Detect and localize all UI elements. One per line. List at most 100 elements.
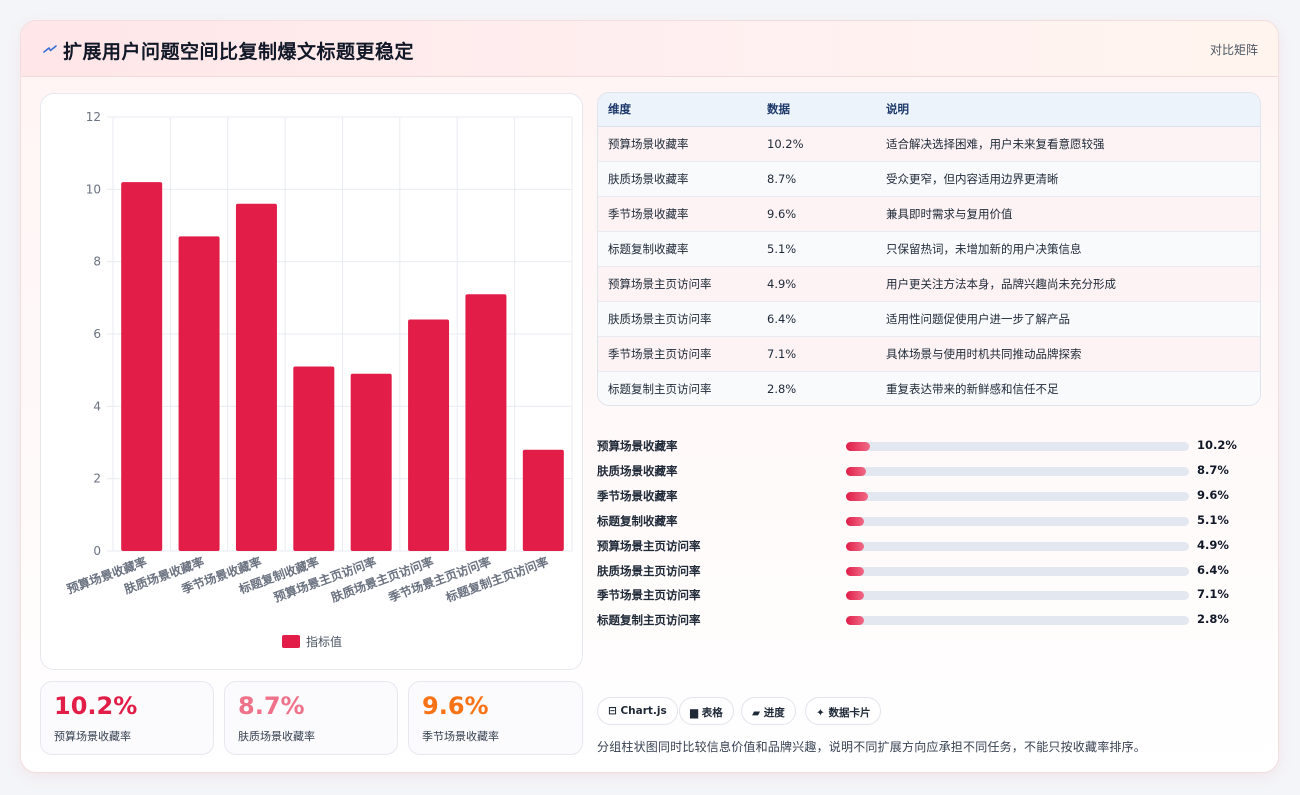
table-row: 预算场景主页访问率 4.9% 用户更关注方法本身，品牌兴趣尚未充分形成 <box>598 266 1260 302</box>
progress-fill <box>846 616 864 626</box>
stat-label: 肤质场景收藏率 <box>238 730 315 743</box>
progress-value: 4.9% <box>1197 537 1229 552</box>
table-row: 预算场景收藏率 10.2% 适合解决选择困难，用户未来复看意愿较强 <box>598 126 1260 162</box>
bar <box>522 449 564 551</box>
table-cell-note: 具体场景与使用时机共同推动品牌探索 <box>876 336 1260 372</box>
table-cell-note: 只保留热词，未增加新的用户决策信息 <box>876 231 1260 267</box>
progress-row: 预算场景收藏率 10.2% <box>597 436 1261 456</box>
progress-row: 标题复制主页访问率 2.8% <box>597 610 1261 630</box>
progress-row: 肤质场景主页访问率 6.4% <box>597 561 1261 581</box>
table-row: 肤质场景主页访问率 6.4% 适用性问题促使用户进一步了解产品 <box>598 301 1260 337</box>
table-cell-dimension: 肤质场景收藏率 <box>598 161 757 197</box>
bar <box>121 182 163 551</box>
lightning-icon <box>43 45 57 53</box>
bar-chart: 024681012预算场景收藏率肤质场景收藏率季节场景收藏率标题复制收藏率预算场… <box>65 110 573 649</box>
table-row: 季节场景主页访问率 7.1% 具体场景与使用时机共同推动品牌探索 <box>598 336 1260 372</box>
progress-label: 预算场景主页访问率 <box>597 538 701 553</box>
header: 扩展用户问题空间比复制爆文标题更稳定 对比矩阵 <box>21 21 1278 77</box>
main-card: 扩展用户问题空间比复制爆文标题更稳定 对比矩阵 0 2 4 6 8 10 12 预算场景收藏率… <box>20 20 1279 773</box>
table-header-dimension[interactable]: 维度 <box>598 93 757 127</box>
progress-value: 6.4% <box>1197 562 1229 577</box>
stat-value: 10.2% <box>54 692 138 720</box>
progress-row: 肤质场景收藏率 8.7% <box>597 461 1261 481</box>
progress-track <box>846 591 1189 601</box>
table-row: 标题复制收藏率 5.1% 只保留热词，未增加新的用户决策信息 <box>598 231 1260 267</box>
y-tick-label: 6 <box>93 327 101 341</box>
progress-fill <box>846 442 870 451</box>
table-header-data[interactable]: 数据 <box>757 93 876 127</box>
progress-value: 8.7% <box>1197 462 1229 477</box>
table-header-note[interactable]: 说明 <box>876 93 1260 127</box>
table-cell-data: 6.4% <box>757 301 876 337</box>
progress-track <box>846 541 1189 551</box>
progress-fill <box>846 566 864 576</box>
progress-label: 标题复制主页访问率 <box>597 613 701 628</box>
table-cell-data: 4.9% <box>757 266 876 302</box>
table-cell-note: 受众更窄，但内容适用边界更清晰 <box>876 161 1260 197</box>
bar <box>465 294 507 551</box>
bar <box>235 203 277 552</box>
table-cell-dimension: 季节场景收藏率 <box>598 196 757 232</box>
chip-chartjs[interactable]: ⊟ Chart.js <box>597 697 678 725</box>
table-cell-data: 8.7% <box>757 161 876 197</box>
footer-note: 分组柱状图同时比较信息价值和品牌兴趣，说明不同扩展方向应承担不同任务，不能只按收… <box>597 740 1147 754</box>
chip-progress[interactable]: ▰ 进度 <box>741 697 796 725</box>
progress-value: 5.1% <box>1197 512 1229 527</box>
progress-track <box>846 491 1189 501</box>
progress-fill <box>846 591 864 601</box>
legend-swatch <box>282 635 300 648</box>
y-tick-label: 4 <box>93 399 101 413</box>
stat-card-budget: 10.2% 预算场景收藏率 <box>40 681 214 755</box>
progress-value: 2.8% <box>1197 612 1229 627</box>
progress-label: 肤质场景主页访问率 <box>597 563 701 578</box>
table-cell-note: 适用性问题促使用户进一步了解产品 <box>876 301 1260 337</box>
table-cell-dimension: 肤质场景主页访问率 <box>598 301 757 337</box>
progress-label: 预算场景收藏率 <box>597 439 678 453</box>
table-cell-data: 5.1% <box>757 231 876 267</box>
table-cell-data: 7.1% <box>757 336 876 372</box>
stat-value: 8.7% <box>238 692 305 720</box>
stat-value: 9.6% <box>422 692 489 720</box>
table-cell-data: 2.8% <box>757 371 876 405</box>
compare-matrix-label[interactable]: 对比矩阵 <box>1209 43 1258 57</box>
bar <box>178 236 220 551</box>
bar-chart-panel: 0 2 4 6 8 10 12 预算场景收藏率 肤质场景收藏率 季节场景收藏率 标题复制收藏率 预算场… <box>40 93 583 670</box>
chip-table[interactable]: ▆ 表格 <box>679 697 734 725</box>
progress-track <box>846 566 1189 576</box>
bar <box>408 319 450 551</box>
y-tick-label: 8 <box>93 255 101 269</box>
bar <box>350 373 392 551</box>
data-table: 维度 数据 说明 预算场景收藏率 10.2% 适合解决选择困难，用户未来复看意愿较强… <box>597 92 1261 406</box>
stat-label: 季节场景收藏率 <box>422 730 499 743</box>
table-row: 肤质场景收藏率 8.7% 受众更窄，但内容适用边界更清晰 <box>598 161 1260 197</box>
progress-fill <box>846 491 869 501</box>
progress-label: 肤质场景收藏率 <box>597 463 678 478</box>
progress-track <box>846 466 1189 476</box>
progress-track <box>846 516 1189 526</box>
progress-label: 季节场景主页访问率 <box>597 588 701 603</box>
table-row: 标题复制主页访问率 2.8% 重复表达带来的新鲜感和信任不足 <box>598 371 1260 405</box>
progress-row: 预算场景主页访问率 4.9% <box>597 536 1261 556</box>
y-tick-label: 0 <box>93 544 101 558</box>
stat-card-season: 9.6% 季节场景收藏率 <box>408 681 583 755</box>
table-cell-dimension: 预算场景主页访问率 <box>598 266 757 302</box>
progress-value: 7.1% <box>1197 587 1229 602</box>
stat-label: 预算场景收藏率 <box>54 730 131 743</box>
progress-label: 季节场景收藏率 <box>597 488 678 503</box>
table-cell-note: 适合解决选择困难，用户未来复看意愿较强 <box>876 126 1260 162</box>
progress-value: 10.2% <box>1197 438 1237 452</box>
table-cell-note: 兼具即时需求与复用价值 <box>876 196 1260 232</box>
chip-data-card[interactable]: ✦ 数据卡片 <box>805 697 882 725</box>
progress-fill <box>846 541 864 551</box>
y-tick-label: 10 <box>86 182 101 196</box>
table-cell-dimension: 标题复制收藏率 <box>598 231 757 267</box>
table-cell-data: 9.6% <box>757 196 876 232</box>
progress-track <box>846 616 1189 626</box>
table-cell-data: 10.2% <box>757 126 876 162</box>
progress-value: 9.6% <box>1197 487 1229 502</box>
progress-track <box>846 442 1189 451</box>
table-cell-dimension: 预算场景收藏率 <box>598 126 757 162</box>
table-cell-note: 用户更关注方法本身，品牌兴趣尚未充分形成 <box>876 266 1260 302</box>
progress-row: 季节场景主页访问率 7.1% <box>597 585 1261 605</box>
